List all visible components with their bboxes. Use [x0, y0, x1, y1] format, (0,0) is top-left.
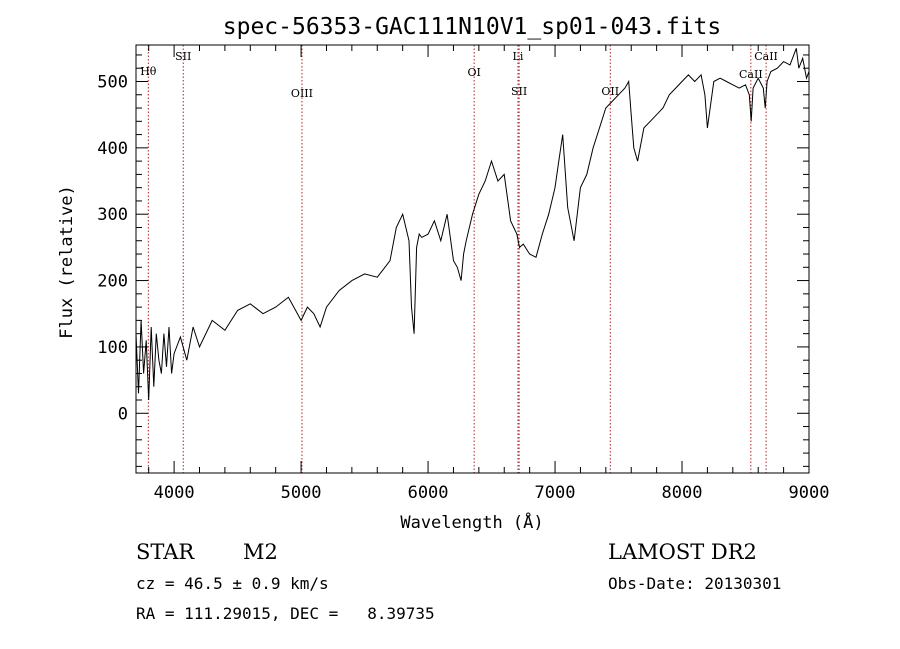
y-axis-label: Flux (relative) [57, 185, 77, 339]
redshift-text: cz = 46.5 ± 0.9 km/s [136, 574, 329, 593]
obs-date-text: Obs-Date: 20130301 [608, 574, 782, 593]
survey-label: LAMOST DR2 [608, 540, 757, 564]
x-tick-label: 5000 [281, 483, 322, 503]
x-tick-label: 8000 [662, 483, 703, 503]
object-class: STAR [136, 540, 195, 564]
plot-frame [135, 44, 810, 474]
line-label: CaII [739, 68, 763, 81]
x-tick-label: 6000 [408, 483, 449, 503]
line-label: Hθ [140, 65, 157, 78]
y-tick-label: 200 [97, 272, 128, 292]
x-tick-label: 9000 [789, 483, 830, 503]
line-label: OIII [291, 87, 313, 100]
x-axis-label: Wavelength (Å) [400, 511, 543, 533]
chart-title: spec-56353-GAC111N10V1_sp01-043.fits [223, 14, 722, 40]
line-label: Li [513, 50, 524, 63]
y-tick-label: 300 [97, 205, 128, 225]
plot-area: 4000 5000 6000 7000 8000 9000 0 100 200 300 400 500… [97, 44, 830, 503]
y-tick-label: 0 [118, 404, 128, 424]
line-label: CaII [754, 50, 778, 63]
x-tick-label: 7000 [535, 483, 576, 503]
y-tick-label: 500 [97, 72, 128, 92]
y-tick-label: 400 [97, 139, 128, 159]
object-subclass: M2 [243, 540, 278, 564]
coordinates-text: RA = 111.29015, DEC = 8.39735 [136, 604, 435, 623]
line-label: SII [511, 85, 527, 98]
x-tick-label: 4000 [154, 483, 195, 503]
line-label: SII [175, 50, 191, 63]
spectrum-line [135, 48, 810, 401]
line-label: OI [467, 66, 480, 79]
y-tick-label: 100 [97, 338, 128, 358]
line-label: OII [601, 85, 619, 98]
